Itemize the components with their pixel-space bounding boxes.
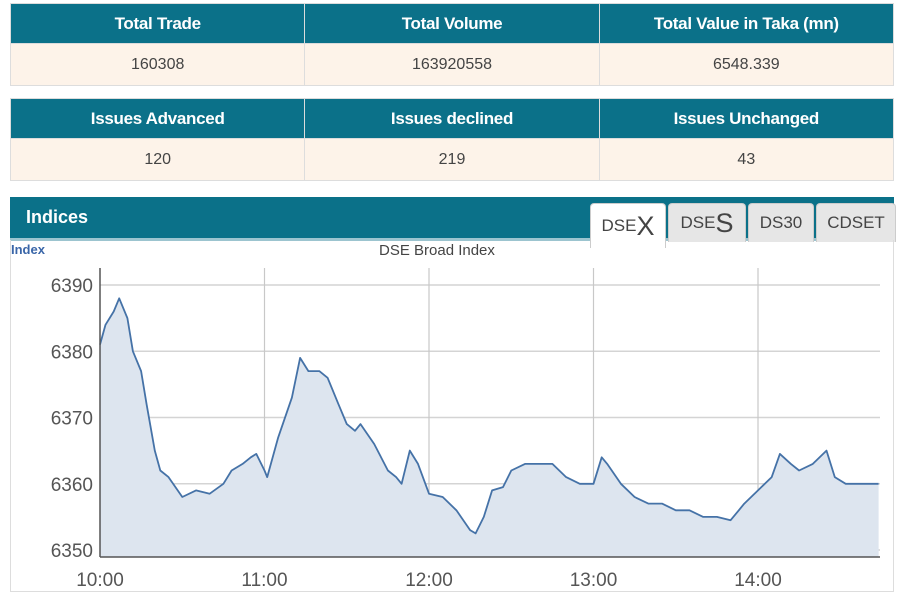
x-tick-label: 11:00 xyxy=(241,570,287,591)
series-line-dsex xyxy=(99,297,879,535)
tab-ds30[interactable]: DS30 xyxy=(748,203,814,242)
indices-header-bar: Indices xyxy=(10,197,894,241)
tab-dses-suffix: S xyxy=(715,207,734,238)
y-tick-label: 6380 xyxy=(51,342,93,363)
header-issues-advanced: Issues Advanced xyxy=(9,98,306,139)
value-total-trade: 160308 xyxy=(9,43,306,86)
value-issues-advanced: 120 xyxy=(9,138,306,181)
header-issues-declined: Issues declined xyxy=(304,98,600,139)
indices-title: Indices xyxy=(26,207,89,227)
tab-dsex-prefix: DSE xyxy=(601,216,637,235)
x-tick-label: 13:00 xyxy=(570,570,618,591)
x-tick-label: 14:00 xyxy=(734,570,782,591)
tab-dsex[interactable]: DSE X xyxy=(590,203,666,248)
x-tick-label: 12:00 xyxy=(405,570,453,591)
x-tick-label: 10:00 xyxy=(76,570,124,591)
value-issues-unchanged: 43 xyxy=(598,138,895,181)
tab-cdset[interactable]: CDSET xyxy=(816,203,896,242)
value-issues-declined: 219 xyxy=(304,138,600,181)
issues-table: Issues Advanced Issues declined Issues U… xyxy=(9,98,895,181)
y-axis-label: Index xyxy=(11,242,45,257)
series-area xyxy=(100,298,879,557)
header-issues-unchanged: Issues Unchanged xyxy=(598,98,895,139)
tab-dses[interactable]: DSE S xyxy=(668,203,746,242)
y-tick-label: 6350 xyxy=(51,541,93,562)
value-total-value: 6548.339 xyxy=(598,43,895,86)
market-summary-table: Total Trade Total Volume Total Value in … xyxy=(9,3,895,86)
y-tick-label: 6370 xyxy=(51,409,93,430)
chart-title: DSE Broad Index xyxy=(379,242,495,259)
y-tick-label: 6390 xyxy=(51,276,93,297)
header-total-trade: Total Trade xyxy=(9,3,306,44)
tab-dsex-suffix: X xyxy=(636,210,655,241)
value-total-volume: 163920558 xyxy=(304,43,600,86)
y-tick-label: 6360 xyxy=(51,475,93,496)
tab-cdset-label: CDSET xyxy=(827,213,885,232)
tab-dses-prefix: DSE xyxy=(680,213,716,232)
chart-frame xyxy=(10,240,894,592)
tab-ds30-label: DS30 xyxy=(759,213,803,232)
